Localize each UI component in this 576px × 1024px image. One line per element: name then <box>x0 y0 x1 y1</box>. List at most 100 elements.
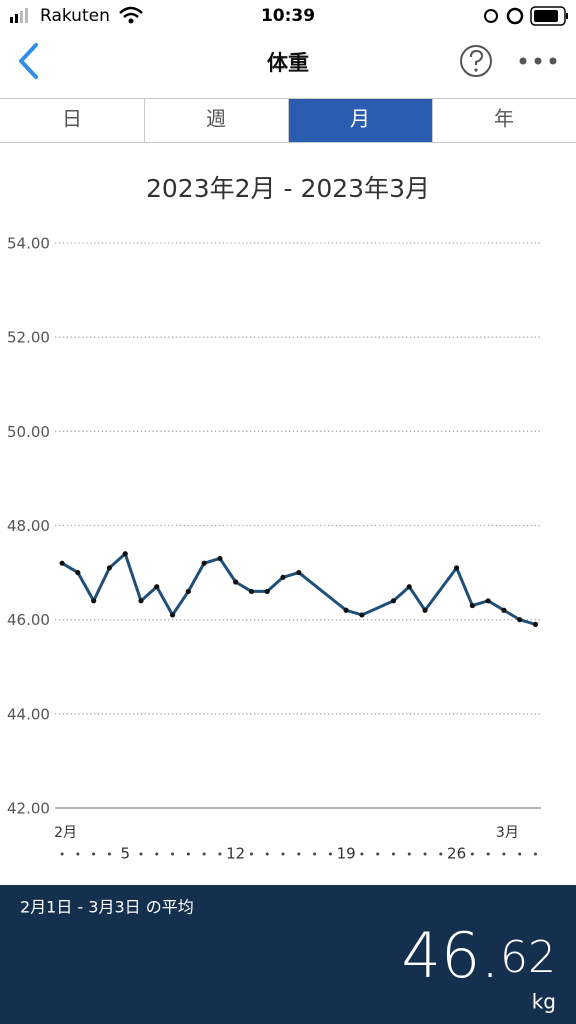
tab-label: 年 <box>494 107 514 131</box>
data-point <box>280 574 286 580</box>
summary-unit: kg <box>532 990 556 1014</box>
tab-bar: 日週月年 <box>0 98 576 143</box>
y-tick-label: 46.00 <box>7 611 50 629</box>
day-dot <box>533 852 537 856</box>
tab-label: 月 <box>350 107 370 131</box>
more-dot <box>549 57 557 65</box>
signal-bar <box>25 8 28 23</box>
day-dot <box>281 852 285 856</box>
chart: 54.00 52.00 50.00 48.00 46.00 44.00 42.00 5 12 19… <box>7 235 541 863</box>
tab[interactable]: 年 <box>432 99 576 142</box>
day-dot <box>439 852 443 856</box>
x-tick-label: 5 <box>120 845 130 863</box>
day-dot <box>107 852 111 856</box>
tab[interactable]: 日 <box>0 99 144 142</box>
help-dot <box>474 68 478 72</box>
tab-background <box>433 99 576 142</box>
data-point <box>138 598 144 604</box>
day-dot <box>92 852 96 856</box>
summary-average: 46.62 <box>401 919 556 992</box>
data-point <box>517 617 523 623</box>
x-tick-label: 19 <box>337 845 356 863</box>
day-dot <box>470 852 474 856</box>
tab-background <box>289 99 432 142</box>
month-label: 2月 <box>54 825 77 841</box>
summary-period: 2月1日 - 3月3日 の平均 <box>20 898 194 917</box>
day-dot <box>76 852 80 856</box>
data-point <box>122 551 128 557</box>
help-button[interactable] <box>460 45 492 77</box>
tab[interactable]: 週 <box>144 99 289 142</box>
data-point <box>154 584 160 590</box>
help-mark <box>470 49 484 65</box>
more-button[interactable] <box>519 57 557 65</box>
day-dot <box>202 852 206 856</box>
more-dot <box>534 57 542 65</box>
tab-label: 日 <box>62 107 82 131</box>
day-dot <box>60 852 64 856</box>
data-point <box>359 612 365 618</box>
day-dot <box>502 852 506 856</box>
day-dot <box>486 852 490 856</box>
wifi-icon <box>128 18 134 24</box>
data-point <box>453 565 460 571</box>
day-dot <box>360 852 364 856</box>
day-dot <box>313 852 317 856</box>
lock-icon <box>484 9 498 23</box>
tab[interactable]: 月 <box>288 99 433 142</box>
signal-bar <box>10 17 13 23</box>
data-point <box>501 607 507 613</box>
day-dot <box>155 852 159 856</box>
data-point <box>75 569 81 576</box>
signal-bar <box>20 11 23 23</box>
summary-panel <box>0 885 576 1024</box>
data-point <box>296 569 302 576</box>
data-point <box>169 612 176 618</box>
chart-title: 2023年2月 - 2023年3月 <box>146 174 430 203</box>
day-dot <box>297 852 301 856</box>
y-tick-label: 44.00 <box>7 705 50 723</box>
data-point <box>185 588 191 595</box>
data-point <box>343 607 349 613</box>
data-point <box>485 598 491 604</box>
data-point <box>532 621 539 627</box>
carrier: Rakuten <box>40 6 110 26</box>
day-dot <box>171 852 175 856</box>
clock: 10:39 <box>261 6 315 26</box>
y-tick-label: 50.00 <box>7 423 50 441</box>
data-point <box>264 588 270 595</box>
signal-bar <box>15 14 18 23</box>
page-title: 体重 <box>267 51 309 75</box>
day-dot <box>328 852 332 856</box>
day-dot <box>218 852 222 856</box>
day-dot <box>265 852 269 856</box>
alarm-icon <box>506 7 524 25</box>
day-dot <box>249 852 253 856</box>
battery <box>530 6 566 26</box>
more-dot <box>519 57 527 65</box>
weight-line <box>61 552 536 626</box>
back-button[interactable] <box>19 43 38 79</box>
data-point <box>91 598 97 604</box>
battery-level <box>534 10 558 22</box>
tab-background <box>0 99 144 142</box>
wifi-icon <box>119 6 143 18</box>
data-point <box>106 565 113 571</box>
data-point <box>201 560 207 566</box>
day-dot <box>391 852 395 856</box>
status-bar: Rakuten 10:39 <box>10 6 568 26</box>
data-point <box>422 607 428 613</box>
data-point <box>59 560 65 566</box>
day-dot <box>407 852 411 856</box>
data-point <box>248 588 255 595</box>
day-dot <box>518 852 522 856</box>
help-circle <box>460 45 492 77</box>
y-tick-label: 42.00 <box>7 800 50 818</box>
x-tick-label: 26 <box>447 845 466 863</box>
x-tick-label: 12 <box>226 845 245 863</box>
battery-cap <box>566 13 568 19</box>
y-tick-label: 54.00 <box>7 235 50 253</box>
y-tick-label: 52.00 <box>7 329 50 347</box>
